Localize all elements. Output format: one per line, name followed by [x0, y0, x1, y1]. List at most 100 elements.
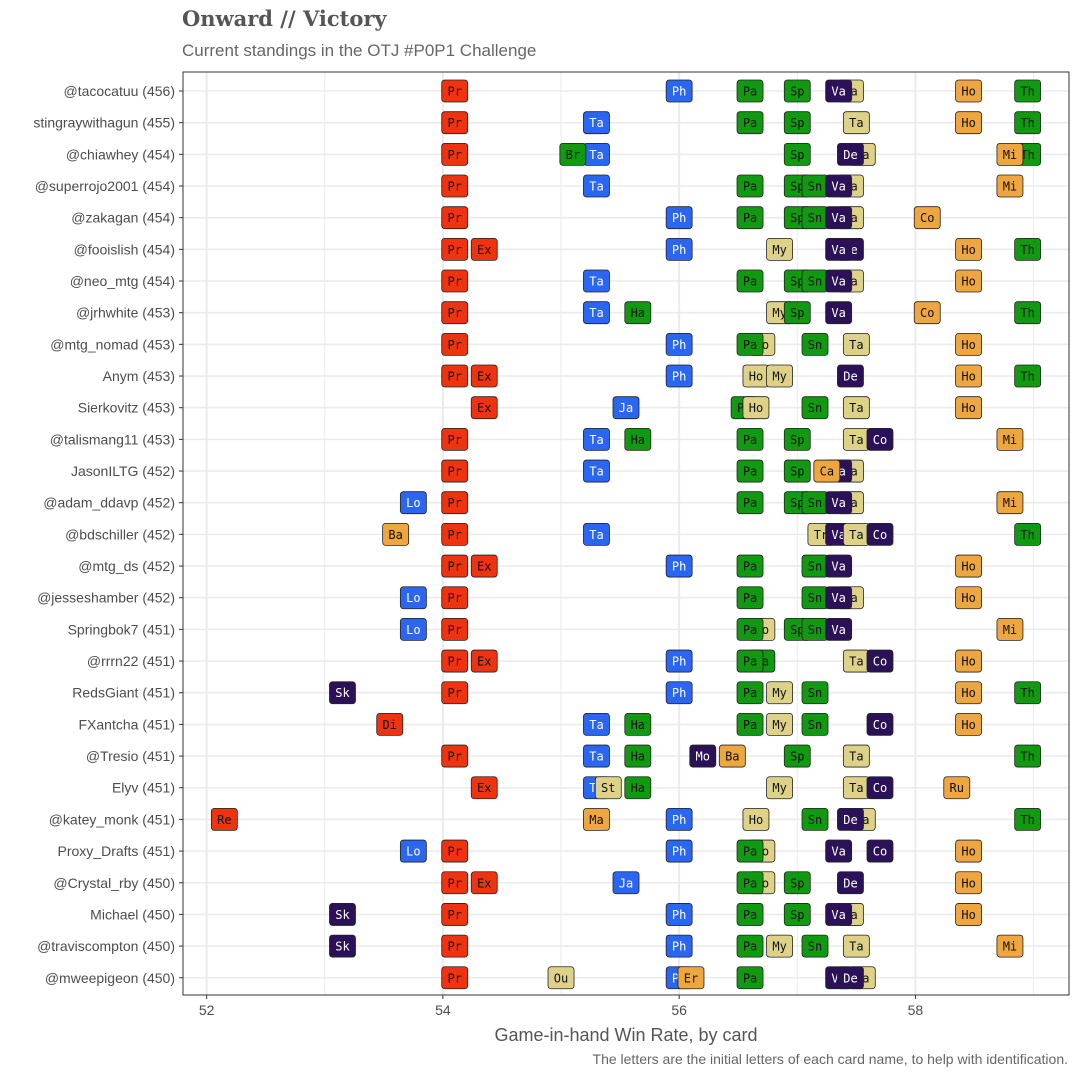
card-box: [1014, 744, 1042, 768]
card-initials: Er: [684, 971, 698, 985]
card-initials: Va: [831, 211, 845, 225]
card-label: Th: [1014, 237, 1042, 261]
card-box: [825, 79, 853, 103]
card-label: Ho: [955, 871, 982, 895]
card-initials: Pr: [447, 85, 461, 99]
card-label: Ta: [842, 934, 870, 958]
card-label: Sn: [801, 396, 829, 420]
card-initials: My: [772, 243, 786, 257]
card-box: [736, 681, 764, 705]
panel-border: [182, 71, 1070, 996]
card-box: [736, 269, 764, 293]
card-label: Co: [866, 839, 894, 863]
card-box: [1014, 364, 1042, 388]
card-label: Co: [866, 713, 894, 736]
card-label: Sp: [783, 459, 811, 483]
card-initials: Th: [1020, 85, 1034, 99]
card-box: [665, 839, 693, 863]
card-initials: Ta: [849, 401, 863, 415]
card-label: Sp: [783, 79, 811, 103]
card-box: [689, 744, 717, 768]
card-initials: Th: [1020, 148, 1034, 162]
card-box: [955, 79, 982, 103]
card-label: Pr: [441, 839, 469, 863]
card-box: [825, 237, 853, 261]
card-label: Mi: [996, 174, 1024, 198]
card-label: Lo: [399, 491, 427, 515]
card-initials: Ho: [961, 845, 975, 859]
card-label: Va: [825, 617, 853, 641]
card-label: Sn: [801, 934, 829, 958]
card-label: Ho: [955, 586, 982, 610]
card-label: Ta: [583, 142, 610, 166]
card-initials: Va: [831, 85, 845, 99]
x-axis-ticks: 52 54 56 58: [199, 995, 923, 1018]
card-label: Pa: [736, 332, 764, 356]
card-label: Ha: [624, 776, 652, 800]
card-label: Va: [825, 269, 853, 293]
card-box: [742, 396, 770, 420]
row-labels: @tacocatuu (456) stingraywithagun (455) @c…: [33, 83, 183, 986]
card-initials: Ta: [849, 940, 863, 954]
card-initials: Sn: [808, 560, 822, 574]
card-initials: Pa: [743, 686, 757, 700]
card-initials: My: [772, 940, 786, 954]
card-initials: Ba: [388, 528, 402, 542]
card-initials: De: [843, 148, 857, 162]
card-label: Pa: [736, 617, 764, 641]
y-tick-label: @tacocatuu (456): [64, 83, 176, 99]
card-initials: Lo: [406, 591, 420, 605]
card-initials: Va: [831, 180, 845, 194]
card-initials: Pr: [447, 370, 461, 384]
card-label: Lo: [399, 586, 427, 610]
card-label: Ta: [842, 776, 870, 800]
card-label: Pa: [736, 459, 764, 483]
y-tick-label: @mweepigeon (450): [45, 970, 175, 986]
card-initials: Pa: [743, 940, 757, 954]
card-label: Th: [1014, 301, 1042, 325]
card-initials: Lo: [406, 845, 420, 859]
card-label: Er: [677, 966, 705, 990]
card-initials: Ph: [672, 655, 686, 669]
card-label: Ho: [742, 396, 770, 420]
card-label: Ca: [813, 459, 841, 483]
card-box: [329, 681, 356, 705]
y-tick-label: @mtg_nomad (453): [50, 336, 175, 352]
card-label: My: [766, 681, 793, 705]
card-initials: Pr: [447, 243, 461, 257]
card-initials: Pa: [743, 908, 757, 922]
card-initials: Ta: [849, 750, 863, 764]
card-initials: Mi: [1003, 940, 1017, 954]
card-box: [955, 111, 982, 135]
card-box: [665, 903, 693, 926]
card-box: [955, 903, 982, 926]
card-label: Ta: [583, 744, 610, 768]
card-box: [842, 744, 870, 768]
card-box: [559, 142, 587, 166]
card-initials: Va: [831, 528, 845, 542]
card-initials: Pa: [743, 623, 757, 637]
card-initials: Th: [1020, 686, 1034, 700]
card-initials: Pr: [447, 433, 461, 447]
card-box: [996, 174, 1024, 198]
card-initials: Ph: [672, 940, 686, 954]
y-tick-label: @superrojo2001 (454): [35, 178, 175, 194]
card-label: Ho: [955, 649, 982, 673]
card-box: [766, 364, 793, 388]
card-box: [783, 301, 811, 325]
card-label: Sk: [329, 934, 356, 958]
card-initials: Br: [566, 148, 580, 162]
card-label: Ta: [842, 649, 870, 673]
card-box: [665, 808, 693, 831]
card-label: Va: [825, 237, 853, 261]
y-tick-label: stingraywithagun (455): [33, 115, 175, 131]
card-label: Ex: [470, 554, 498, 578]
card-box: [955, 871, 982, 895]
card-box: [441, 586, 469, 610]
card-initials: Th: [1020, 370, 1034, 384]
card-box: [441, 681, 469, 705]
card-box: [736, 713, 764, 736]
card-initials: Mi: [1003, 180, 1017, 194]
card-label: Ex: [470, 237, 498, 261]
card-label: Ph: [665, 649, 693, 673]
